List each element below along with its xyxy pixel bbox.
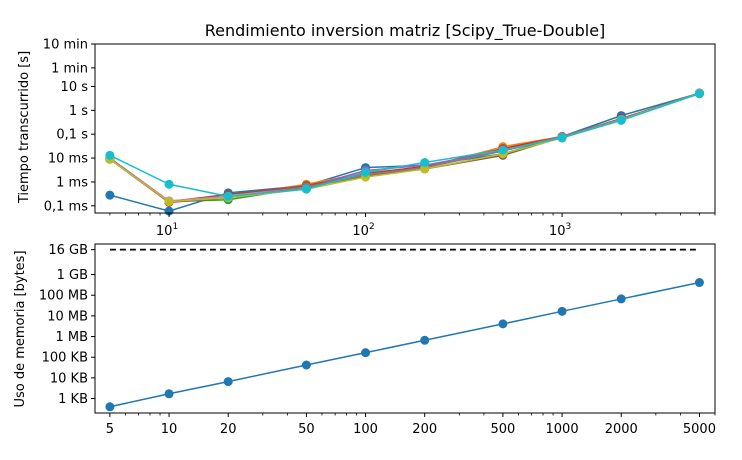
time-data-point xyxy=(301,184,311,194)
memory-data-point xyxy=(694,278,704,288)
memory-x-tick-label: 20 xyxy=(220,422,237,437)
memory-x-tick-label: 2000 xyxy=(605,422,638,437)
time-data-point xyxy=(694,89,704,99)
time-data-point xyxy=(361,167,371,177)
memory-data-point xyxy=(223,377,233,387)
time-series-line xyxy=(109,92,700,203)
memory-series-1 xyxy=(105,278,704,412)
memory-x-tick-label: 5 xyxy=(106,422,114,437)
memory-y-tick-label: 100 MB xyxy=(39,289,88,304)
time-series-7 xyxy=(105,88,704,206)
memory-data-point xyxy=(420,335,430,345)
time-series-8 xyxy=(105,88,704,207)
time-data-point xyxy=(105,150,115,160)
memory-chart: Uso de memoria [bytes] 1 KB 10 KB 100 KB 1 … xyxy=(13,243,716,437)
time-series-6 xyxy=(105,88,704,207)
time-data-point xyxy=(420,164,430,174)
time-data-point xyxy=(420,158,430,168)
time-series-line xyxy=(109,92,700,212)
time-data-point xyxy=(557,133,567,143)
memory-y-axis-label: Uso de memoria [bytes] xyxy=(13,250,28,407)
time-chart: Rendimiento inversion matriz [Scipy_True… xyxy=(17,21,716,239)
time-series-2 xyxy=(105,88,704,207)
time-series-line xyxy=(109,92,700,203)
time-y-tick-label: 10 min xyxy=(43,38,88,53)
time-y-tick-label: 10 s xyxy=(61,80,89,95)
time-series-10 xyxy=(105,89,704,201)
memory-data-point xyxy=(361,348,371,358)
time-data-point xyxy=(164,197,174,207)
time-x-tick-label: 102 xyxy=(352,222,374,239)
time-y-tick-label: 1 s xyxy=(69,104,88,119)
time-series-line xyxy=(109,92,700,202)
time-y-tick-label: 0,1 s xyxy=(56,128,88,143)
time-series-line xyxy=(109,92,700,198)
time-series-line xyxy=(109,92,700,203)
time-series-9 xyxy=(105,88,704,207)
memory-y-tick-label: 1 KB xyxy=(58,392,88,407)
time-data-point xyxy=(498,145,508,155)
time-series-line xyxy=(109,92,700,202)
time-y-tick-label: 0,1 ms xyxy=(44,199,88,214)
memory-data-point xyxy=(301,360,311,370)
time-data-point xyxy=(223,191,233,201)
time-y-axis-label: Tiempo transcurrido [s] xyxy=(17,51,32,204)
time-y-tick-label: 1 min xyxy=(51,61,88,76)
time-data-point xyxy=(616,115,626,125)
time-series-1 xyxy=(105,88,704,216)
memory-data-point xyxy=(105,402,115,412)
time-plot-frame xyxy=(94,43,716,214)
time-y-tick-label: 10 ms xyxy=(48,152,88,167)
time-series-3 xyxy=(105,88,704,207)
time-series-line xyxy=(109,92,700,203)
memory-y-tick-label: 16 GB xyxy=(48,243,88,258)
memory-x-tick-label: 50 xyxy=(298,422,315,437)
memory-x-tick-label: 5000 xyxy=(683,422,716,437)
time-data-point xyxy=(105,190,115,200)
time-series-line xyxy=(109,92,700,203)
memory-y-tick-label: 10 KB xyxy=(50,371,88,386)
memory-y-tick-label: 100 KB xyxy=(42,351,88,366)
memory-x-tick-label: 200 xyxy=(412,422,437,437)
memory-x-tick-label: 100 xyxy=(353,422,378,437)
time-y-tick-label: 1 ms xyxy=(56,175,88,190)
memory-data-point xyxy=(557,306,567,316)
memory-y-tick-label: 10 MB xyxy=(47,309,88,324)
memory-plot-frame xyxy=(94,243,716,414)
time-x-tick-label: 103 xyxy=(549,222,571,239)
memory-data-point xyxy=(498,319,508,329)
time-x-tick-label: 101 xyxy=(156,222,178,239)
memory-data-point xyxy=(616,294,626,304)
memory-x-tick-label: 500 xyxy=(491,422,516,437)
memory-x-tick-label: 10 xyxy=(161,422,178,437)
time-series-line xyxy=(109,92,700,204)
time-chart-title: Rendimiento inversion matriz [Scipy_True… xyxy=(205,21,606,41)
memory-series-line xyxy=(109,281,700,408)
memory-y-tick-label: 1 GB xyxy=(57,268,88,283)
memory-x-tick-label: 1000 xyxy=(546,422,579,437)
memory-data-point xyxy=(164,389,174,399)
memory-y-tick-label: 1 MB xyxy=(55,330,88,345)
time-data-point xyxy=(164,179,174,189)
time-series-5 xyxy=(105,89,704,206)
